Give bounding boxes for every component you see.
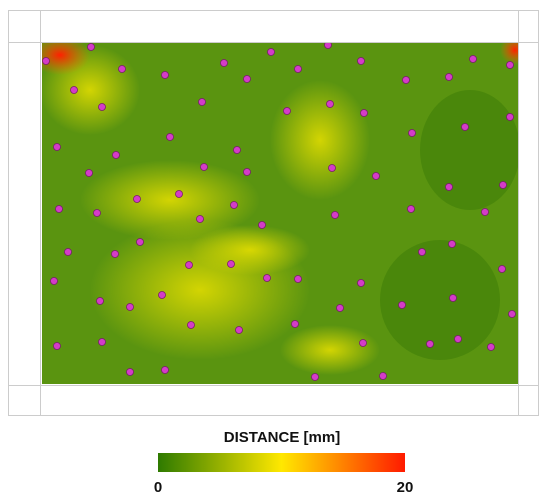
sample-point [327, 101, 334, 108]
sample-point [312, 374, 319, 381]
sample-point [127, 304, 134, 311]
sample-point [197, 216, 204, 223]
colorbar-title: DISTANCE [mm] [224, 429, 340, 446]
sample-point [231, 202, 238, 209]
sample-point [358, 58, 365, 65]
sample-point [176, 191, 183, 198]
sample-point [201, 164, 208, 171]
sample-point [337, 305, 344, 312]
sample-point [159, 292, 166, 299]
sample-point [97, 298, 104, 305]
sample-point [134, 196, 141, 203]
sample-point [162, 72, 169, 79]
sample-point [419, 249, 426, 256]
sample-point [228, 261, 235, 268]
sample-point [488, 344, 495, 351]
sample-point [380, 373, 387, 380]
sample-point [99, 339, 106, 346]
sample-point [470, 56, 477, 63]
sample-point [199, 99, 206, 106]
sample-point [292, 321, 299, 328]
sample-point [54, 144, 61, 151]
sample-point [462, 124, 469, 131]
sample-point [446, 184, 453, 191]
sample-point [295, 66, 302, 73]
sample-point [446, 74, 453, 81]
sample-point [54, 343, 61, 350]
sample-point [358, 280, 365, 287]
sample-point [427, 341, 434, 348]
sample-point [119, 66, 126, 73]
sample-point [112, 251, 119, 258]
sample-point [329, 165, 336, 172]
sample-point [88, 44, 95, 51]
colorbar [158, 453, 405, 472]
sample-point [360, 340, 367, 347]
sample-point [449, 241, 456, 248]
sample-point [268, 49, 275, 56]
sample-point [43, 58, 50, 65]
sample-point [99, 104, 106, 111]
sample-point [408, 206, 415, 213]
sample-point [167, 134, 174, 141]
sample-point [65, 249, 72, 256]
sample-point [221, 60, 228, 67]
sample-point [507, 114, 514, 121]
sample-point [244, 76, 251, 83]
sample-point [295, 276, 302, 283]
sample-point [403, 77, 410, 84]
sample-point [188, 322, 195, 329]
sample-point [56, 206, 63, 213]
sample-point [137, 239, 144, 246]
sample-point [455, 336, 462, 343]
sample-point [509, 311, 516, 318]
sample-point [162, 367, 169, 374]
sample-point [499, 266, 506, 273]
sample-point [94, 210, 101, 217]
colorbar-tick-label: 0 [154, 479, 162, 494]
sample-point [507, 62, 514, 69]
sample-point [113, 152, 120, 159]
sample-point [264, 275, 271, 282]
figure: DISTANCE [mm] 0 20 [0, 0, 547, 494]
distance-map [30, 35, 530, 384]
sample-point [71, 87, 78, 94]
sample-point [259, 222, 266, 229]
sample-point [127, 369, 134, 376]
sample-point [234, 147, 241, 154]
sample-point [284, 108, 291, 115]
sample-point [361, 110, 368, 117]
sample-point [373, 173, 380, 180]
sample-point [236, 327, 243, 334]
sample-point [450, 295, 457, 302]
sample-point [51, 278, 58, 285]
colorbar-tick-label: 20 [397, 479, 414, 494]
sample-point [399, 302, 406, 309]
sample-point [500, 182, 507, 189]
sample-point [409, 130, 416, 137]
sample-point [86, 170, 93, 177]
sample-point [244, 169, 251, 176]
sample-point [482, 209, 489, 216]
sample-point [186, 262, 193, 269]
sample-point [332, 212, 339, 219]
